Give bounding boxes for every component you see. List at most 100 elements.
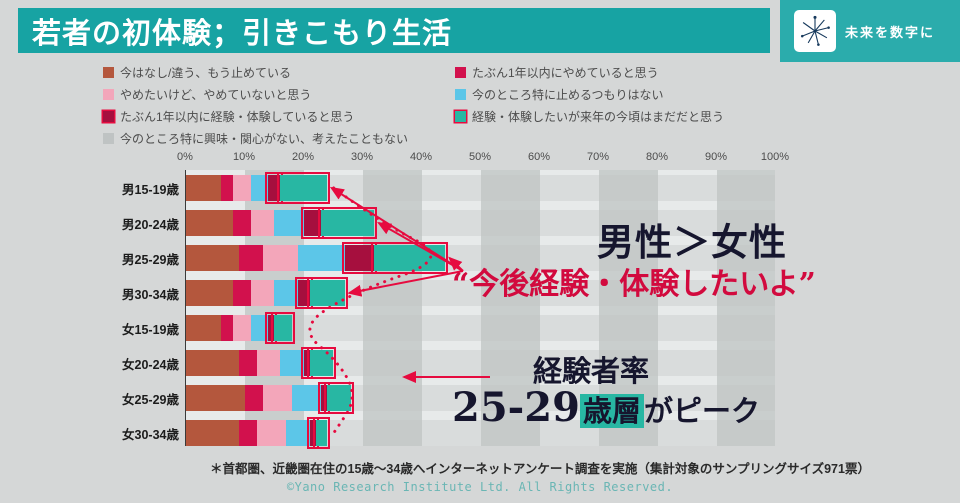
y-axis-label: 女20-24歳: [122, 358, 179, 372]
legend-label: 経験・体験したいが来年の今頃はまだだと思う: [472, 110, 725, 124]
bar-segment: [186, 420, 239, 446]
y-axis-label: 女30-34歳: [122, 428, 179, 442]
bar-segment: [294, 277, 313, 309]
annotation-quote: “今後経験・体験したいよ”: [452, 267, 816, 302]
bar-segment: [233, 280, 251, 306]
legend-label: たぶん1年以内にやめていると思う: [472, 66, 659, 80]
legend-label: たぶん1年以内に経験・体験していると思う: [120, 110, 355, 124]
page-title: 若者の初体験；引きこもり生活: [32, 17, 453, 50]
bar-segment: [186, 175, 222, 201]
annotation-male-vs-female: 男性＞女性: [597, 220, 787, 264]
legend-swatch-icon: [455, 67, 466, 78]
bar-segment: [186, 385, 245, 411]
legend-swatch-icon: [103, 67, 114, 78]
bar-segment: [300, 207, 325, 239]
bar-segment: [186, 210, 234, 236]
x-axis-tick: 50%: [468, 151, 492, 163]
bar-segment: [250, 175, 269, 201]
brand-logo: 未来を数字に: [780, 0, 960, 62]
bar-segment: [277, 172, 331, 204]
survey-footnote: ＊首都圏、近畿圏在住の15歳～34歳へインターネットアンケート調査を実施（集計対…: [210, 462, 870, 476]
bar-segment: [324, 382, 354, 414]
legend-label: 今はなし/違う、もう止めている: [120, 66, 291, 80]
bar-segment: [186, 245, 239, 271]
y-axis-label: 女25-29歳: [122, 393, 179, 407]
bar-segment: [312, 417, 331, 449]
bar-segment: [239, 245, 263, 271]
legend-item: 今のところ特に止めるつもりはない: [455, 86, 724, 103]
y-axis-label: 女15-19歳: [122, 323, 179, 337]
bar-segment: [265, 172, 284, 204]
bar-segment: [300, 347, 313, 379]
legend-label: 今のところ特に興味・関心がない、考えたこともない: [120, 132, 409, 146]
annotation-peak-suffix: がピーク: [643, 394, 760, 428]
x-axis-tick: 40%: [409, 151, 433, 163]
bar-segment: [445, 245, 775, 271]
bar-segment: [256, 420, 287, 446]
bar-segment: [239, 420, 257, 446]
legend-item: たぶん1年以内にやめていると思う: [455, 64, 724, 81]
bar-segment: [221, 175, 234, 201]
legend-swatch-icon: [103, 111, 114, 122]
bar-segment: [186, 315, 222, 341]
legend-label: やめたいけど、やめていないと思う: [120, 88, 312, 102]
annotation-peak: 25-29 歳層 がピーク: [452, 384, 760, 431]
y-axis-label: 男15-19歳: [122, 183, 179, 197]
annotation-experience-rate: 経験者率: [533, 354, 650, 388]
bar-segment: [233, 315, 251, 341]
legend-swatch-icon: [103, 133, 114, 144]
legend-item: 経験・体験したいが来年の今頃はまだだと思う: [455, 108, 724, 125]
annotation-peak-age: 25-29: [452, 384, 580, 431]
legend-label: 今のところ特に止めるつもりはない: [472, 88, 664, 102]
x-axis-tick: 0%: [177, 151, 193, 163]
legend-swatch-icon: [455, 89, 466, 100]
bar-segment: [327, 175, 775, 201]
bar-segment: [297, 245, 345, 271]
legend-swatch-icon: [103, 89, 114, 100]
bar-segment: [186, 280, 234, 306]
legend-item: やめたいけど、やめていないと思う: [103, 86, 455, 103]
x-axis-tick: 90%: [704, 151, 728, 163]
bar-segment: [244, 385, 263, 411]
bar-row: [186, 312, 775, 344]
bar-segment: [371, 242, 449, 274]
x-axis-tick: 100%: [760, 151, 790, 163]
bar-segment: [186, 350, 239, 376]
bar-segment: [250, 280, 275, 306]
bar-segment: [221, 315, 234, 341]
x-axis-ticks: 0% 10% 20% 30% 40% 50% 60% 70% 80% 90% 100%: [177, 151, 789, 165]
legend-item: 今のところ特に興味・関心がない、考えたこともない: [103, 130, 455, 147]
bar-segment: [286, 420, 310, 446]
bar-segment: [274, 210, 304, 236]
page-title-bar: 若者の初体験；引きこもり生活: [18, 8, 770, 53]
bar-row: [186, 172, 775, 204]
bar-segment: [250, 315, 269, 341]
bar-segment: [256, 350, 281, 376]
legend-item: たぶん1年以内に経験・体験していると思う: [103, 108, 455, 125]
bar-segment: [280, 350, 304, 376]
y-axis-label: 男30-34歳: [122, 288, 179, 302]
bar-segment: [239, 350, 257, 376]
bar-segment: [233, 210, 251, 236]
y-axis-label: 男20-24歳: [122, 218, 179, 232]
legend-swatch-icon: [455, 111, 466, 122]
annotation-peak-highlight: 歳層: [579, 394, 644, 428]
x-axis-tick: 60%: [527, 151, 551, 163]
x-axis-tick: 80%: [645, 151, 669, 163]
legend-item: 今はなし/違う、もう止めている: [103, 64, 455, 81]
bar-segment: [233, 175, 251, 201]
logo-tagline: 未来を数字に: [845, 24, 936, 40]
logo-starburst-icon: [794, 10, 836, 52]
y-axis-label: 男25-29歳: [122, 253, 179, 267]
x-axis-tick: 10%: [232, 151, 256, 163]
bar-segment: [271, 312, 295, 344]
bar-row: [186, 347, 775, 379]
x-axis-tick: 70%: [586, 151, 610, 163]
x-axis-tick: 30%: [350, 151, 374, 163]
x-axis-tick: 20%: [291, 151, 315, 163]
chart-legend: 今はなし/違う、もう止めている たぶん1年以内にやめていると思うやめたいけど、やめ…: [103, 64, 724, 147]
bar-segment: [306, 347, 337, 379]
bar-segment: [318, 207, 378, 239]
copyright-line: ©Yano Research Institute Ltd. All Rights…: [286, 480, 674, 494]
